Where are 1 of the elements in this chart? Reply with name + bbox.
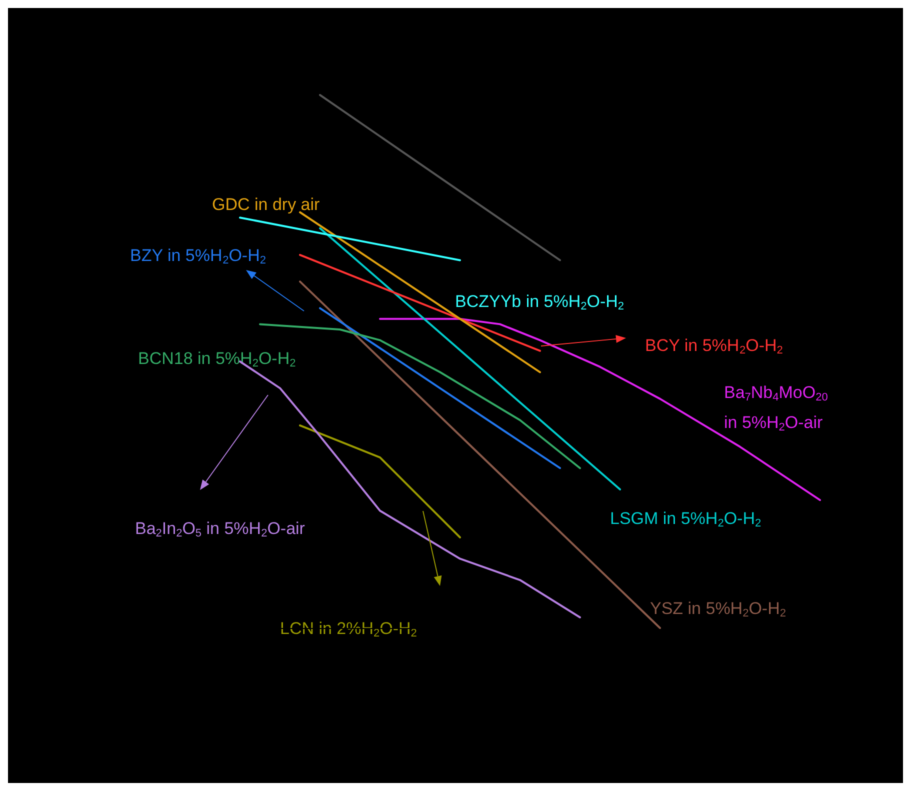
- series-label: GDC in dry air: [212, 195, 320, 214]
